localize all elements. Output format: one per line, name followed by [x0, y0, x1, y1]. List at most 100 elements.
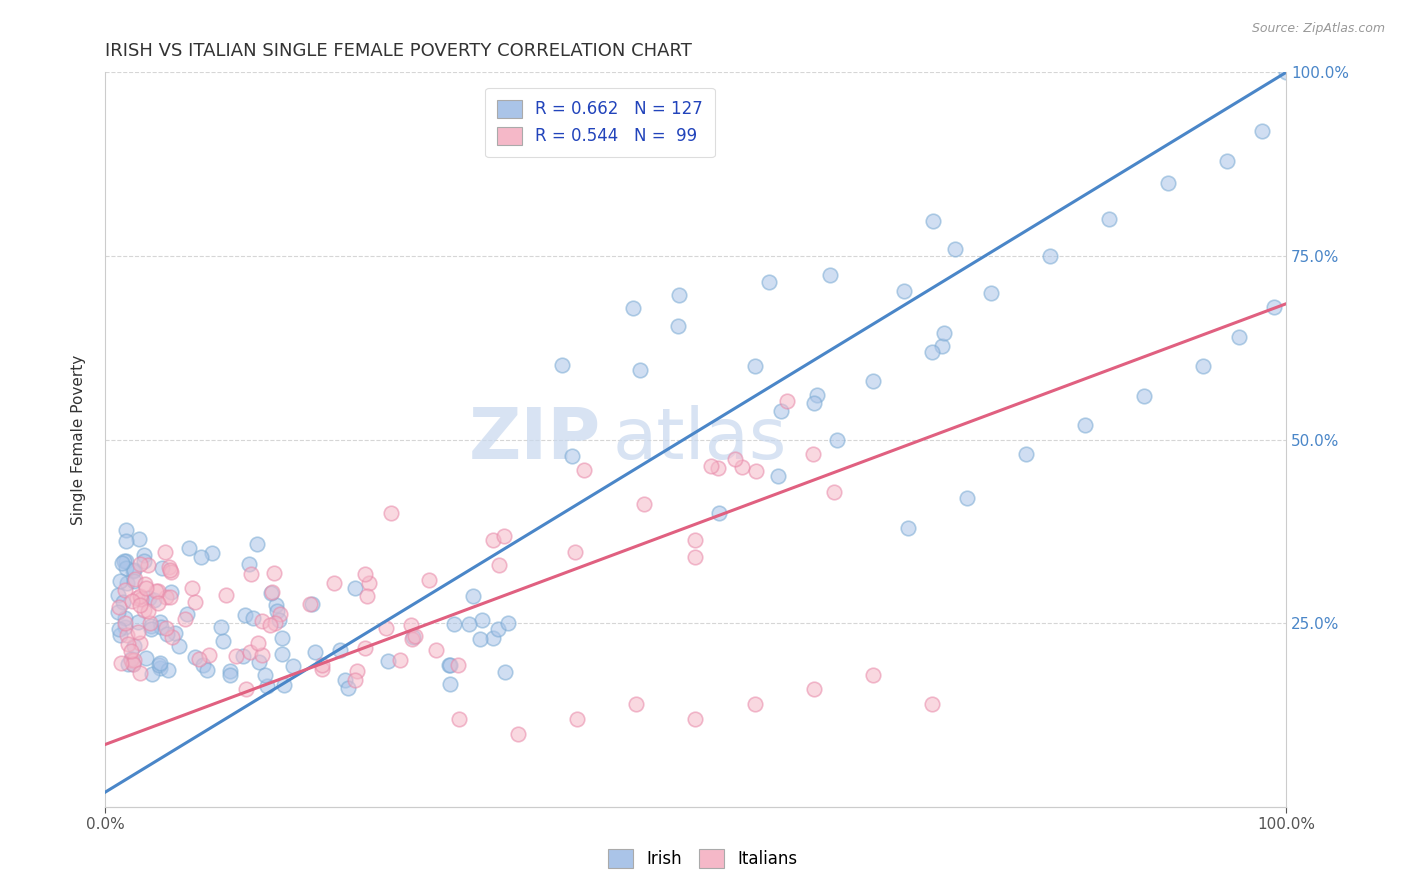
Point: [181, 581, 204, 595]
Point: [447, 658, 470, 673]
Point: [803, 396, 825, 410]
Point: [488, 558, 510, 573]
Point: [129, 590, 152, 604]
Point: [132, 603, 155, 617]
Point: [141, 622, 163, 636]
Point: [668, 288, 690, 302]
Point: [122, 564, 145, 578]
Point: [921, 214, 943, 228]
Point: [458, 617, 481, 632]
Point: [128, 533, 150, 547]
Point: [304, 645, 326, 659]
Point: [769, 404, 792, 418]
Point: [157, 559, 180, 574]
Point: [120, 652, 142, 666]
Point: [389, 653, 412, 667]
Point: [273, 678, 295, 692]
Point: [437, 657, 460, 672]
Point: [1216, 153, 1239, 168]
Legend: Irish, Italians: Irish, Italians: [602, 843, 804, 875]
Point: [127, 624, 149, 639]
Point: [724, 452, 747, 467]
Point: [225, 648, 247, 663]
Point: [114, 610, 136, 624]
Point: [344, 581, 367, 595]
Point: [215, 588, 238, 602]
Point: [621, 301, 644, 315]
Point: [250, 615, 273, 629]
Point: [260, 585, 283, 599]
Point: [806, 388, 828, 402]
Text: atlas: atlas: [613, 405, 787, 475]
Point: [191, 658, 214, 673]
Point: [246, 537, 269, 551]
Point: [758, 275, 780, 289]
Point: [402, 630, 425, 644]
Point: [108, 574, 131, 588]
Point: [270, 631, 292, 645]
Point: [897, 521, 920, 535]
Point: [264, 599, 287, 613]
Point: [932, 326, 955, 341]
Y-axis label: Single Female Poverty: Single Female Poverty: [72, 355, 86, 524]
Point: [425, 642, 447, 657]
Text: ZIP: ZIP: [468, 405, 600, 475]
Point: [683, 550, 706, 565]
Point: [259, 586, 281, 600]
Point: [108, 622, 131, 636]
Point: [155, 590, 177, 604]
Point: [311, 662, 333, 676]
Point: [176, 607, 198, 622]
Point: [247, 655, 270, 669]
Point: [893, 284, 915, 298]
Point: [108, 599, 131, 614]
Point: [551, 358, 574, 372]
Point: [122, 653, 145, 667]
Point: [112, 554, 135, 568]
Point: [127, 615, 149, 629]
Point: [120, 653, 142, 667]
Point: [159, 565, 181, 579]
Point: [146, 596, 169, 610]
Point: [111, 595, 134, 609]
Point: [201, 546, 224, 560]
Point: [163, 626, 186, 640]
Point: [628, 363, 651, 377]
Point: [357, 576, 380, 591]
Point: [439, 677, 461, 691]
Point: [401, 632, 423, 646]
Point: [801, 448, 824, 462]
Point: [344, 673, 367, 687]
Point: [232, 649, 254, 664]
Point: [470, 632, 492, 647]
Point: [461, 589, 484, 603]
Point: [219, 664, 242, 678]
Point: [377, 654, 399, 668]
Point: [271, 647, 294, 661]
Point: [956, 491, 979, 506]
Point: [135, 581, 157, 595]
Point: [145, 583, 167, 598]
Point: [240, 566, 263, 581]
Point: [745, 465, 768, 479]
Point: [127, 591, 149, 606]
Point: [1074, 417, 1097, 432]
Point: [921, 344, 943, 359]
Point: [187, 652, 209, 666]
Point: [209, 620, 232, 634]
Point: [149, 620, 172, 634]
Point: [238, 557, 260, 571]
Point: [567, 712, 589, 726]
Point: [561, 449, 583, 463]
Point: [136, 604, 159, 618]
Point: [823, 485, 845, 500]
Point: [246, 636, 269, 650]
Point: [281, 659, 304, 673]
Point: [117, 628, 139, 642]
Point: [931, 338, 953, 352]
Point: [107, 605, 129, 619]
Point: [117, 576, 139, 591]
Point: [173, 612, 195, 626]
Point: [114, 582, 136, 597]
Point: [179, 541, 201, 555]
